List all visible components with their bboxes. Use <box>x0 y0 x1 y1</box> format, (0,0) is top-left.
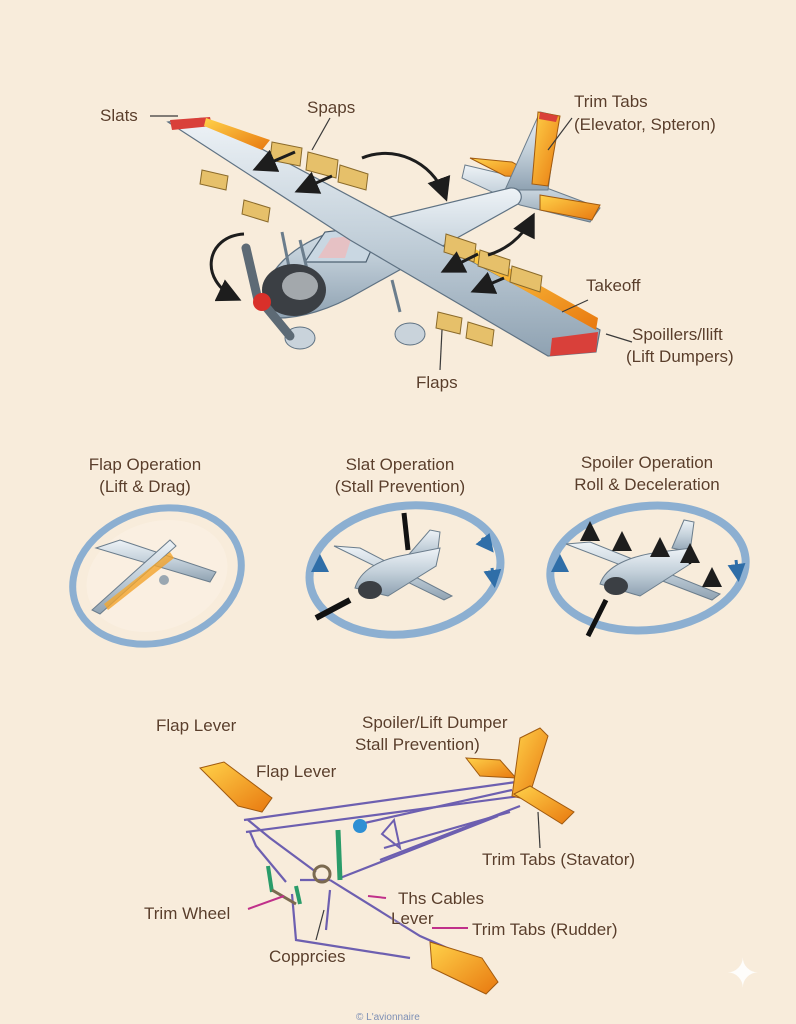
slats-label: Slats <box>100 106 138 125</box>
trim-tabs-stavator-label: Trim Tabs (Stavator) <box>482 850 636 869</box>
spoilers-label-line1: Spoillers/llift <box>632 325 723 344</box>
flap-lever-label-2: Flap Lever <box>256 762 337 781</box>
copprcies-label: Copprcies <box>269 947 346 966</box>
trim-wheel-label: Trim Wheel <box>144 904 231 923</box>
flaps-label: Flaps <box>416 373 458 392</box>
control-linkage-diagram <box>199 727 575 995</box>
spoiler-lift-dumper-label-line1: Spoiler/Lift Dumper <box>362 713 508 732</box>
slat-operation-panel <box>305 501 505 639</box>
spoiler-operation-subtitle: Roll & Deceleration <box>574 475 720 494</box>
spaps-label: Spaps <box>307 98 356 117</box>
trim-tabs-label-line2: (Elevator, Spteron) <box>574 115 716 134</box>
slat-operation-title: Slat Operation <box>345 455 455 474</box>
spoiler-operation-title: Spoiler Operation <box>580 453 714 472</box>
trim-tabs-label-line1: Trim Tabs <box>574 92 648 111</box>
ths-cables-label: Ths Cables <box>398 889 484 908</box>
control-leader-lines <box>247 895 468 929</box>
flap-operation-title: Flap Operation <box>88 455 202 474</box>
slat-operation-subtitle: (Stall Prevention) <box>334 477 466 496</box>
spoiler-operation-panel <box>546 501 750 638</box>
flap-operation-panel <box>69 504 245 648</box>
spoilers-label-line2: (Lift Dumpers) <box>626 347 734 366</box>
spoiler-lift-dumper-label-line2: Stall Prevention) <box>355 735 480 754</box>
takeoff-label: Takeoff <box>586 276 641 295</box>
lever-label: Lever <box>391 909 434 928</box>
sparkle-icon: ✦ <box>726 952 760 996</box>
flap-lever-label-1: Flap Lever <box>156 716 237 735</box>
top-leader-lines <box>150 115 633 371</box>
trim-tabs-rudder-label: Trim Tabs (Rudder) <box>472 920 618 939</box>
main-airplane <box>166 111 601 357</box>
flap-operation-subtitle: (Lift & Drag) <box>99 477 191 496</box>
watermark-text: © L'avionnaire <box>356 1012 420 1023</box>
